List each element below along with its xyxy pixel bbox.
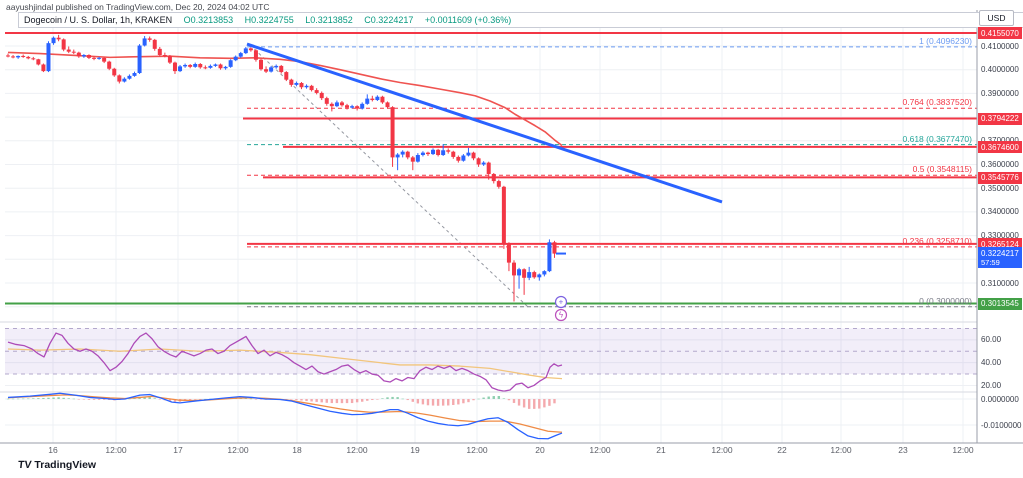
time-axis-label: 20 — [535, 445, 545, 455]
legend-low: L0.3213852 — [305, 15, 353, 25]
time-axis-label: 12:00 — [105, 445, 127, 455]
fib-label: 0.764 (0.3837520) — [902, 97, 972, 108]
rsi-ma-line — [7, 348, 563, 380]
macd-panel — [6, 392, 563, 440]
price-badge: 0.3545776 — [978, 171, 1022, 184]
time-axis-label: 23 — [898, 445, 908, 455]
symbol-legend[interactable]: Dogecoin / U. S. Dollar, 1h, KRAKEN O0.3… — [18, 12, 1023, 28]
time-axis-label: 12:00 — [589, 445, 611, 455]
add-alert-icon[interactable]: + — [554, 295, 568, 309]
rsi-panel — [7, 332, 563, 392]
time-axis-label: 22 — [777, 445, 787, 455]
price-axis-label: 0.3500000 — [981, 183, 1019, 193]
macd-line — [7, 392, 563, 440]
price-axis-label: 0.3300000 — [981, 231, 1019, 241]
fib-label: 0 (0.3000000) — [919, 295, 972, 306]
time-axis-label: 18 — [292, 445, 302, 455]
price-axis-label: 0.3700000 — [981, 136, 1019, 145]
legend-high: H0.3224755 — [244, 15, 294, 25]
price-badge: 0.3013545 — [978, 297, 1022, 310]
legend-change: +0.0011609 (+0.36%) — [424, 15, 512, 25]
chart-buttons: +ϟ — [554, 295, 568, 322]
flash-order-icon[interactable]: ϟ — [554, 308, 568, 322]
rsi-band — [5, 328, 977, 375]
price-axis-label: 0.3600000 — [981, 160, 1019, 169]
bar-countdown: 57:59 — [981, 257, 1000, 267]
time-axis-label: 21 — [656, 445, 666, 455]
tradingview-logo-icon: TV — [17, 459, 33, 471]
time-axis-label: 12:00 — [711, 445, 733, 455]
broken-support-dashed — [249, 44, 529, 308]
time-axis-label: 12:00 — [952, 445, 974, 455]
ma-line — [7, 51, 563, 147]
time-axis-label: 17 — [173, 445, 183, 455]
trendlines-back — [249, 44, 529, 308]
current-price-badge: 0.3224217 57:59 — [978, 247, 1022, 269]
price-badge: 0.3794222 — [978, 112, 1022, 125]
time-axis-label: 19 — [410, 445, 420, 455]
candles-series — [6, 34, 557, 302]
price-axis-label: 0.4100000 — [981, 41, 1019, 51]
time-axis[interactable] — [5, 443, 977, 458]
price-axis-label: 0.3400000 — [981, 207, 1019, 217]
svg-text:+: + — [559, 298, 564, 307]
panel-borders — [0, 10, 1023, 444]
rsi-axis-label: 60.00 — [981, 335, 1002, 345]
price-axis[interactable] — [977, 28, 1023, 443]
gridlines — [5, 28, 977, 443]
rsi-axis-label: 20.00 — [981, 380, 1002, 390]
tradingview-logo[interactable]: TV TradingView — [17, 459, 97, 471]
fib-retracement — [247, 46, 977, 308]
time-axis-label: 12:00 — [830, 445, 852, 455]
rsi-line — [7, 332, 563, 392]
price-axis-label: 0.4000000 — [981, 65, 1019, 75]
time-axis-label: 12:00 — [346, 445, 368, 455]
fib-label: 0.5 (0.3548115) — [912, 164, 972, 175]
price-badge: 0.4155070 — [978, 27, 1022, 40]
price-axis-label: 0.3100000 — [981, 278, 1019, 288]
fib-label: 1 (0.4096230) — [919, 35, 972, 46]
moving-average — [7, 51, 563, 147]
price-badge: 0.3674600 — [978, 141, 1022, 154]
time-axis-label: 16 — [48, 445, 58, 455]
tradingview-logo-text: TradingView — [34, 459, 97, 471]
price-axis-label: 0.3900000 — [981, 88, 1019, 98]
legend-close: C0.3224217 — [364, 15, 414, 25]
publish-attribution: aayushjindal published on TradingView.co… — [6, 2, 270, 12]
legend-open: O0.3213853 — [183, 15, 234, 25]
fib-label: 0.236 (0.3258710) — [902, 235, 972, 246]
rsi-axis-label: 40.00 — [981, 358, 1002, 368]
time-axis-label: 12:00 — [466, 445, 488, 455]
currency-selector[interactable]: USD — [979, 10, 1014, 26]
macd-axis-label: -0.0100000 — [981, 420, 1022, 430]
fib-label: 0.618 (0.3677470) — [902, 133, 972, 144]
downtrend-line — [246, 42, 723, 204]
macd-axis-label: 0.0000000 — [981, 394, 1019, 404]
horizontal-lines — [5, 31, 977, 305]
symbol-title: Dogecoin / U. S. Dollar, 1h, KRAKEN — [24, 15, 173, 25]
svg-text:ϟ: ϟ — [559, 311, 564, 320]
time-axis-label: 12:00 — [227, 445, 249, 455]
trendlines-front — [246, 42, 723, 204]
